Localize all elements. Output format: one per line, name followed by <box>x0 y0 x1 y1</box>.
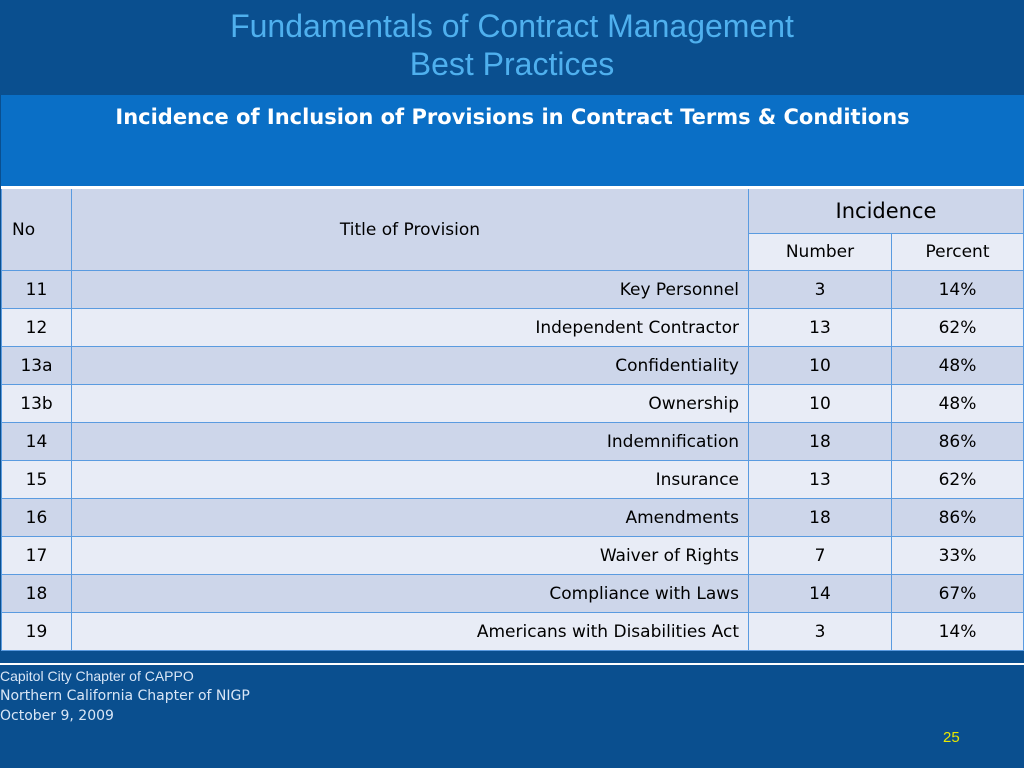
cell-no: 11 <box>1 270 72 309</box>
cell-title: Ownership <box>71 384 749 423</box>
footer-line-2: Northern California Chapter of NIGP <box>0 688 250 704</box>
cell-percent: 33% <box>890 536 1024 575</box>
table-row: 13b Ownership 10 48% <box>1 384 1024 423</box>
table-row: 14 Indemnification 18 86% <box>1 422 1024 461</box>
cell-percent: 14% <box>890 270 1024 309</box>
cell-no: 13a <box>1 346 72 385</box>
cell-title: Insurance <box>71 460 749 499</box>
cell-percent: 48% <box>890 346 1024 385</box>
cell-no: 12 <box>1 308 72 347</box>
footer-line-1: Capitol City Chapter of CAPPO <box>0 668 194 684</box>
cell-percent: 86% <box>890 422 1024 461</box>
table-row: 19 Americans with Disabilities Act 3 14% <box>1 612 1024 651</box>
cell-title: Waiver of Rights <box>71 536 749 575</box>
provisions-table: Incidence of Inclusion of Provisions in … <box>0 95 1024 651</box>
page-number: 25 <box>943 729 960 746</box>
cell-no: 18 <box>1 574 72 613</box>
cell-title: Americans with Disabilities Act <box>71 612 749 651</box>
table-caption-cell: Incidence of Inclusion of Provisions in … <box>0 95 1024 189</box>
header-title-of-provision: Title of Provision <box>71 187 749 271</box>
header-number: Number <box>748 233 892 271</box>
footer-divider <box>0 663 1024 665</box>
cell-percent: 48% <box>890 384 1024 423</box>
header-percent: Percent <box>890 233 1024 271</box>
header-no: No <box>1 187 72 271</box>
cell-number: 3 <box>748 612 892 651</box>
table-row: 12 Independent Contractor 13 62% <box>1 308 1024 347</box>
table-row: 17 Waiver of Rights 7 33% <box>1 536 1024 575</box>
table-row: 15 Insurance 13 62% <box>1 460 1024 499</box>
cell-title: Compliance with Laws <box>71 574 749 613</box>
cell-no: 15 <box>1 460 72 499</box>
slide-title: Fundamentals of Contract Management Best… <box>0 0 1024 90</box>
slide-title-line1: Fundamentals of Contract Management <box>230 8 794 44</box>
table-row: 11 Key Personnel 3 14% <box>1 270 1024 309</box>
cell-number: 3 <box>748 270 892 309</box>
table-body: 11 Key Personnel 3 14% 12 Independent Contrac… <box>1 270 1024 651</box>
cell-title: Independent Contractor <box>71 308 749 347</box>
table-row: 16 Amendments 18 86% <box>1 498 1024 537</box>
cell-number: 18 <box>748 498 892 537</box>
cell-no: 17 <box>1 536 72 575</box>
cell-title: Key Personnel <box>71 270 749 309</box>
cell-number: 10 <box>748 384 892 423</box>
cell-number: 10 <box>748 346 892 385</box>
cell-number: 13 <box>748 308 892 347</box>
cell-title: Amendments <box>71 498 749 537</box>
cell-number: 18 <box>748 422 892 461</box>
cell-percent: 86% <box>890 498 1024 537</box>
slide-title-line2: Best Practices <box>409 46 615 82</box>
header-incidence: Incidence <box>747 187 1024 234</box>
cell-title: Indemnification <box>71 422 749 461</box>
cell-percent: 14% <box>890 612 1024 651</box>
cell-no: 14 <box>1 422 72 461</box>
cell-percent: 62% <box>890 460 1024 499</box>
cell-percent: 62% <box>890 308 1024 347</box>
table-row: 13a Confidentiality 10 48% <box>1 346 1024 385</box>
cell-no: 16 <box>1 498 72 537</box>
table-caption: Incidence of Inclusion of Provisions in … <box>115 105 910 129</box>
table-row: 18 Compliance with Laws 14 67% <box>1 574 1024 613</box>
cell-number: 13 <box>748 460 892 499</box>
cell-no: 19 <box>1 612 72 651</box>
cell-number: 7 <box>748 536 892 575</box>
cell-percent: 67% <box>890 574 1024 613</box>
footer-line-3: October 9, 2009 <box>0 708 114 724</box>
cell-title: Confidentiality <box>71 346 749 385</box>
footer: Capitol City Chapter of CAPPO Northern C… <box>0 666 250 726</box>
cell-number: 14 <box>748 574 892 613</box>
cell-no: 13b <box>1 384 72 423</box>
